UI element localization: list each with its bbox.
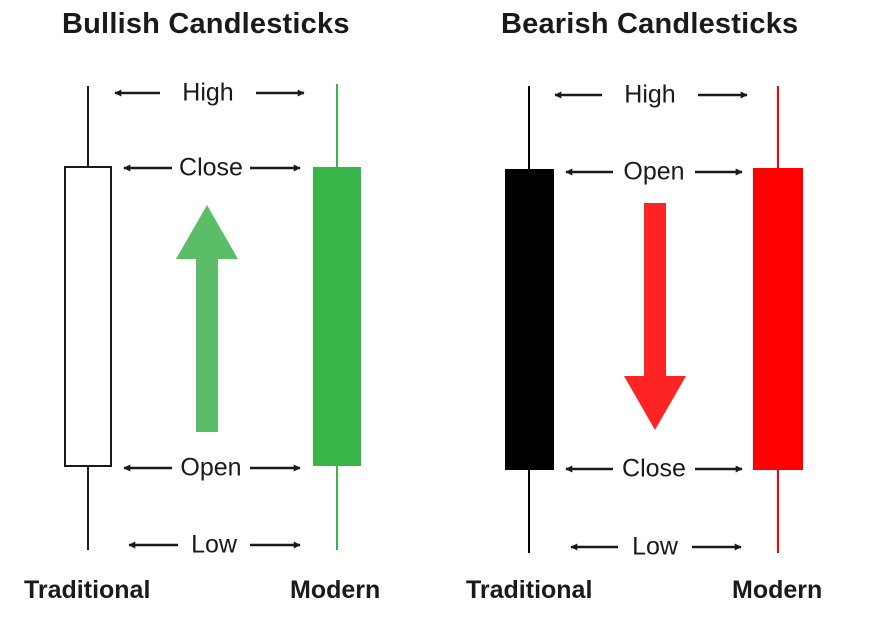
bullish-modern-candle — [313, 84, 361, 550]
bearish-traditional-candle — [505, 86, 554, 553]
bearish-title: Bearish Candlesticks — [501, 8, 799, 40]
bullish-modern-caption: Modern — [290, 576, 381, 604]
bearish-high-label: High — [618, 82, 682, 108]
bullish-modern-body — [313, 167, 361, 466]
bullish-high-label: High — [176, 80, 240, 106]
bearish-low-label: Low — [626, 534, 684, 560]
bullish-close-label: Close — [173, 155, 249, 181]
bullish-traditional-candle — [64, 86, 112, 550]
bullish-low-label: Low — [185, 532, 243, 558]
bearish-modern-body — [753, 168, 803, 470]
bearish-traditional-caption: Traditional — [466, 576, 593, 604]
bearish-close-label: Close — [616, 456, 692, 482]
bearish-open-label: Open — [617, 159, 691, 185]
bullish-traditional-caption: Traditional — [24, 576, 151, 604]
bearish-modern-candle — [753, 86, 803, 553]
bullish-open-label: Open — [174, 455, 248, 481]
bullish-title: Bullish Candlesticks — [62, 8, 350, 40]
bearish-down-arrow-icon — [624, 203, 686, 430]
bearish-traditional-body — [505, 169, 554, 470]
bullish-up-arrow-icon — [176, 205, 238, 432]
bearish-modern-caption: Modern — [732, 576, 823, 604]
bullish-traditional-body — [64, 166, 112, 467]
